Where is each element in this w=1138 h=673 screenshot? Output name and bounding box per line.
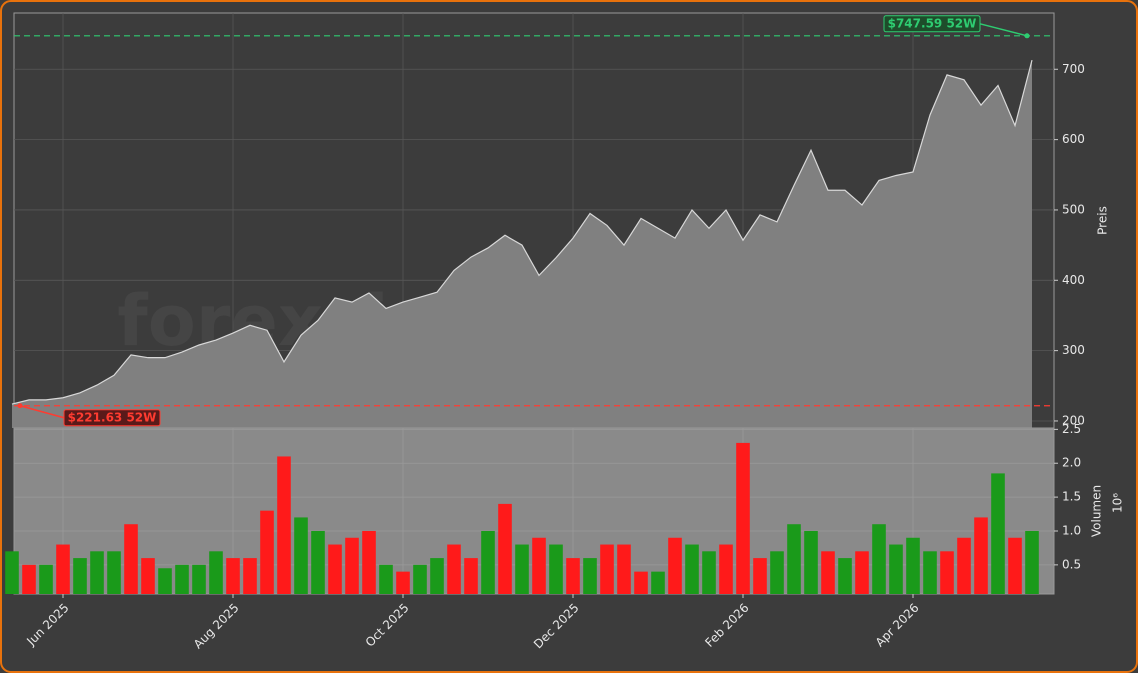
volume-bar: [209, 551, 223, 594]
volume-bar: [1025, 530, 1039, 594]
y-axis-label: Volumen: [1090, 485, 1104, 537]
annotation-point: [17, 403, 23, 409]
price-area: [12, 60, 1032, 429]
y-tick-label: 400: [1062, 273, 1085, 287]
volume-bar: [974, 517, 988, 594]
volume-bar: [668, 537, 682, 594]
volume-bar: [447, 544, 461, 594]
volume-bar: [362, 530, 376, 594]
volume-bar: [736, 442, 750, 594]
volume-bar: [940, 551, 954, 594]
scale-label: 10⁶: [1111, 493, 1125, 513]
volume-bar: [396, 571, 410, 594]
volume-bar: [464, 558, 478, 594]
volume-bar: [532, 537, 546, 594]
y-tick-label: 200: [1062, 413, 1085, 427]
volume-bar: [923, 551, 937, 594]
annotation-point: [1024, 33, 1030, 39]
annotation-label: $747.59 52W: [888, 16, 977, 30]
volume-bar: [243, 558, 257, 594]
volume-bar: [719, 544, 733, 594]
volume-bar: [787, 524, 801, 594]
volume-bar: [685, 544, 699, 594]
volume-bar: [991, 473, 1005, 594]
price-line: [11, 59, 1033, 405]
volume-bar: [617, 544, 631, 594]
volume-bar: [634, 571, 648, 594]
volume-bar: [5, 551, 19, 594]
volume-bar: [583, 558, 597, 594]
volume-bar: [821, 551, 835, 594]
volume-bar: [651, 571, 665, 594]
volume-bar: [889, 544, 903, 594]
volume-bar: [855, 551, 869, 594]
volume-bar: [158, 568, 172, 594]
volume-bar: [753, 558, 767, 594]
volume-bar: [770, 551, 784, 594]
y-tick-label: 2.5: [1062, 422, 1081, 436]
y-tick-label: 2.0: [1062, 456, 1081, 470]
y-axis-label: Preis: [1096, 206, 1110, 235]
volume-bar: [600, 544, 614, 594]
y-tick-label: 1.5: [1062, 490, 1081, 504]
annotation-label: $221.63 52W: [68, 410, 157, 424]
volume-bar: [430, 558, 444, 594]
volume-bar: [294, 517, 308, 594]
y-tick-label: 300: [1062, 343, 1085, 357]
volume-bar: [345, 537, 359, 594]
volume-bar: [175, 564, 189, 594]
annotation-box: [63, 409, 161, 427]
volume-bar: [56, 544, 70, 594]
volume-bar: [73, 558, 87, 594]
volume-bar: [957, 537, 971, 594]
volume-bar: [124, 524, 138, 594]
volume-bar: [1008, 537, 1022, 594]
volume-bar: [498, 503, 512, 594]
volume-bar: [549, 544, 563, 594]
volume-bar: [226, 558, 240, 594]
volume-bar: [22, 564, 36, 594]
volume-bar: [872, 524, 886, 594]
volume-bar: [906, 537, 920, 594]
volume-bar: [413, 564, 427, 594]
y-tick-label: 0.5: [1062, 557, 1081, 571]
volume-bar: [260, 510, 274, 594]
y-tick-label: 600: [1062, 132, 1085, 146]
volume-bar: [379, 564, 393, 594]
volume-bar: [702, 551, 716, 594]
volume-bar: [141, 558, 155, 594]
y-tick-label: 500: [1062, 202, 1085, 216]
volume-bar: [277, 456, 291, 594]
volume-bar: [838, 558, 852, 594]
volume-bar: [39, 564, 53, 594]
annotation-arrow: [979, 23, 1028, 37]
volume-bar: [481, 530, 495, 594]
volume-bar: [90, 551, 104, 594]
volume-bar: [192, 564, 206, 594]
annotation-box: [883, 15, 981, 33]
volume-bar: [804, 530, 818, 594]
volume-bar: [328, 544, 342, 594]
y-tick-label: 1.0: [1062, 523, 1081, 537]
y-tick-label: 700: [1062, 62, 1085, 76]
volume-bar: [107, 551, 121, 594]
annotation-arrow: [19, 405, 65, 419]
volume-bar: [311, 530, 325, 594]
volume-bar: [566, 558, 580, 594]
volume-bar: [515, 544, 529, 594]
